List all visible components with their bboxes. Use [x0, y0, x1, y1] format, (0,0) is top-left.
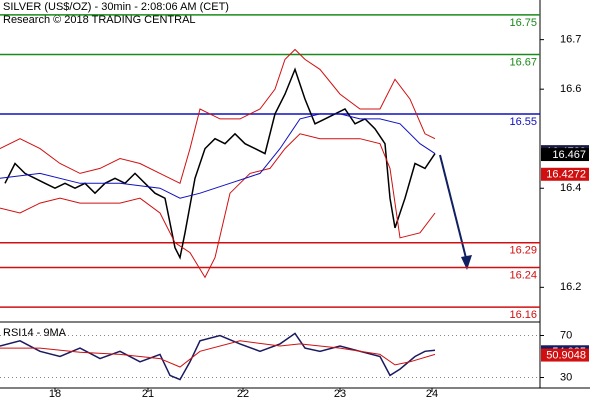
y-tick-label: 70 [560, 329, 572, 341]
forecast-arrow [439, 154, 468, 263]
title: SILVER (US$/OZ) - 30min - 2:08:06 AM (CE… [3, 1, 229, 13]
x-tick-label: 23 [334, 388, 346, 400]
arrow-head [461, 255, 472, 270]
level-label: 16.16 [509, 309, 537, 321]
series-line [0, 332, 436, 381]
y-tick-label: 30 [560, 371, 572, 383]
price-marker-label: 16.467 [552, 149, 586, 161]
price-marker [541, 167, 589, 181]
series-line [0, 48, 436, 185]
price-marker-label: 50.9048 [546, 349, 586, 361]
y-tick-label: 16.2 [560, 281, 581, 293]
level-label: 16.75 [509, 17, 537, 29]
x-tick-label: 22 [237, 388, 249, 400]
level-label: 16.29 [509, 245, 537, 257]
rsi-title: RSI14 - 9MA [3, 327, 67, 339]
y-tick-label: 16.6 [560, 83, 581, 95]
x-tick-label: 24 [426, 388, 438, 400]
series-line [0, 340, 436, 368]
x-tick-label: 18 [49, 388, 61, 400]
price-marker [541, 148, 589, 162]
subtitle: Research © 2018 TRADING CENTRAL [3, 14, 196, 26]
series-line [0, 133, 436, 279]
level-label: 16.24 [509, 269, 537, 281]
price-marker-label: 16.4272 [546, 169, 586, 181]
series-line [0, 113, 436, 199]
price-marker [541, 348, 589, 362]
level-label: 16.67 [509, 56, 537, 68]
y-tick-label: 16.7 [560, 34, 581, 46]
level-label: 16.55 [509, 116, 537, 128]
x-tick-label: 21 [142, 388, 154, 400]
y-tick-label: 16.4 [560, 182, 581, 194]
series-line [4, 67, 436, 260]
